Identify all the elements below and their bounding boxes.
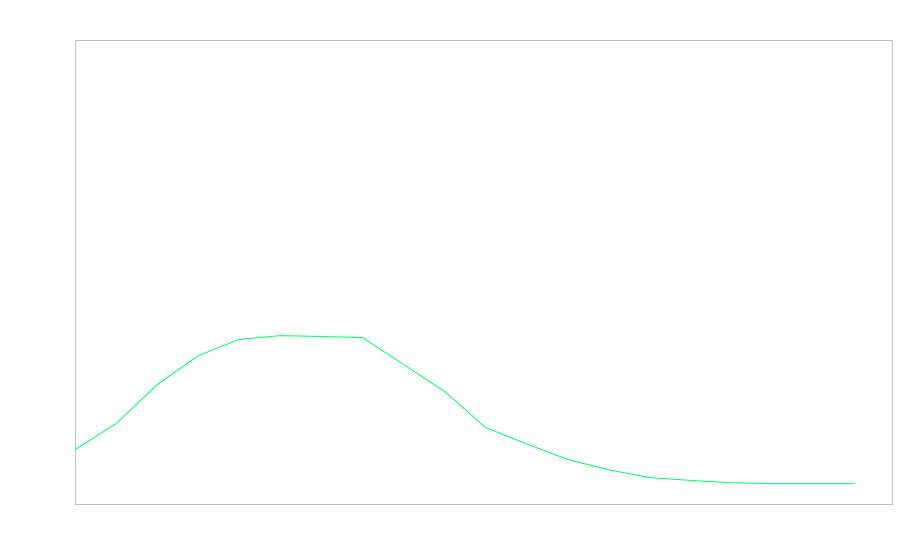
- plot-frame: [75, 40, 893, 505]
- series-layer: [75, 335, 855, 485]
- series-line-0: [75, 335, 855, 485]
